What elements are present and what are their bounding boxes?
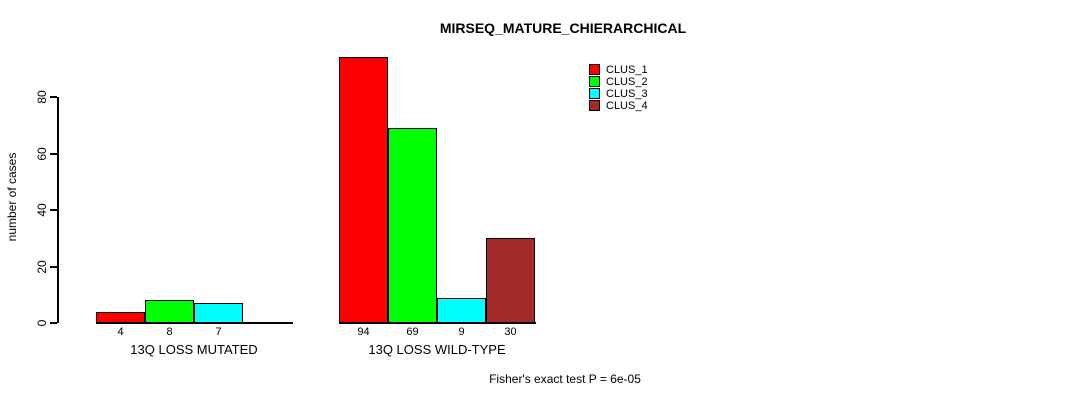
y-tick-label: 80 — [35, 90, 49, 104]
group-label: 13Q LOSS WILD-TYPE — [368, 342, 506, 357]
y-tick-mark — [50, 96, 57, 98]
y-tick-label: 0 — [35, 319, 49, 327]
y-tick-label: 20 — [35, 259, 49, 274]
x-axis-baseline — [96, 322, 293, 324]
legend-label-clus_1: CLUS_1 — [606, 64, 648, 76]
y-tick-mark — [50, 152, 57, 155]
y-axis-label: number of cases — [5, 152, 19, 242]
legend-label-clus_2: CLUS_2 — [606, 76, 648, 88]
bar-value-label: 30 — [504, 326, 517, 338]
bar-value-label: 94 — [357, 326, 370, 338]
bar-value-label: 69 — [406, 326, 419, 338]
y-tick-label: 40 — [35, 203, 49, 217]
legend-label-clus_3: CLUS_3 — [606, 88, 648, 100]
group-label: 13Q LOSS MUTATED — [130, 342, 258, 357]
bar-value-label: 8 — [166, 326, 173, 338]
y-tick-label: 60 — [35, 146, 49, 161]
bar-clus_1 — [339, 57, 388, 323]
y-tick-mark — [50, 265, 57, 268]
bar-value-label: 9 — [458, 326, 465, 338]
chart-title: MIRSEQ_MATURE_CHIERARCHICAL — [439, 20, 687, 36]
bar-clus_2 — [388, 128, 437, 323]
y-tick-mark — [50, 209, 57, 211]
y-axis-line — [57, 97, 59, 323]
legend-swatch-clus_2 — [589, 76, 600, 87]
fisher-test-annotation: Fisher's exact test P = 6e-05 — [489, 372, 641, 386]
bar-clus_3 — [437, 297, 486, 323]
legend-label-clus_4: CLUS_4 — [606, 100, 648, 112]
y-tick-mark — [50, 322, 57, 324]
bar-clus_2 — [145, 300, 194, 323]
x-axis-baseline — [339, 322, 536, 324]
legend-swatch-clus_4 — [589, 100, 600, 111]
bar-value-label: 4 — [117, 326, 124, 338]
bar-clus_4 — [486, 238, 535, 323]
legend-swatch-clus_1 — [589, 64, 600, 75]
bar-clus_3 — [194, 303, 243, 323]
bar-value-label: 7 — [215, 326, 222, 338]
legend-swatch-clus_3 — [589, 88, 600, 99]
